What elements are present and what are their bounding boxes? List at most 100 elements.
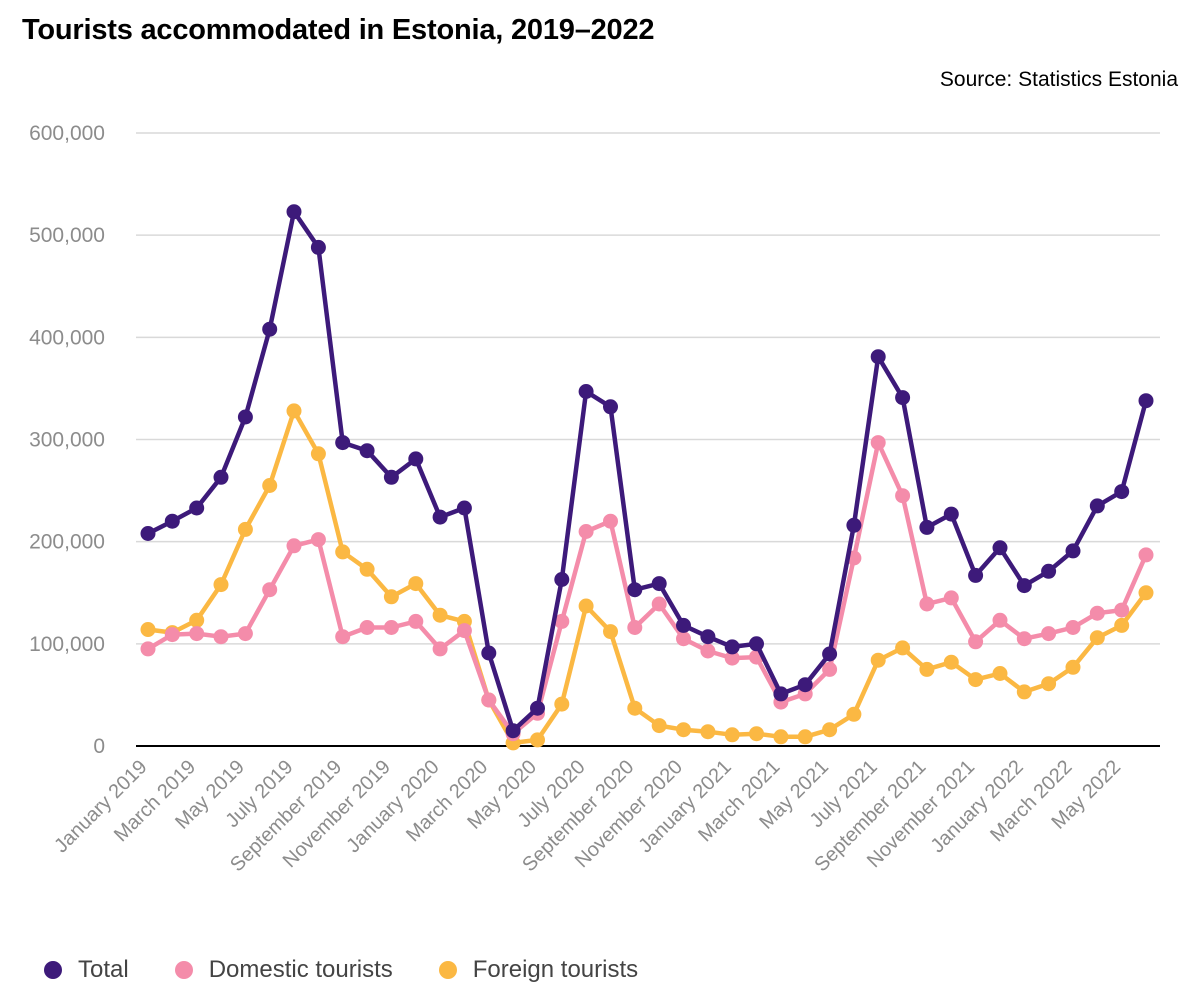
data-point[interactable] (627, 700, 643, 716)
data-point[interactable] (773, 686, 789, 702)
data-point[interactable] (286, 538, 302, 554)
data-point[interactable] (359, 561, 375, 577)
data-point[interactable] (1138, 547, 1154, 563)
data-point[interactable] (335, 629, 351, 645)
data-point[interactable] (140, 622, 156, 637)
legend-item-total[interactable]: Total (44, 956, 129, 984)
data-point[interactable] (408, 613, 424, 629)
data-point[interactable] (1016, 631, 1032, 647)
data-point[interactable] (530, 732, 545, 748)
data-point[interactable] (797, 729, 813, 745)
data-point[interactable] (603, 624, 618, 640)
data-point[interactable] (943, 654, 959, 670)
data-point[interactable] (213, 629, 229, 645)
data-point[interactable] (237, 409, 253, 425)
data-point[interactable] (1016, 578, 1032, 594)
data-point[interactable] (554, 696, 570, 712)
data-point[interactable] (1065, 543, 1081, 559)
data-point[interactable] (1065, 659, 1081, 675)
data-point[interactable] (870, 652, 886, 668)
data-point[interactable] (919, 519, 935, 535)
data-point[interactable] (895, 390, 911, 406)
data-point[interactable] (700, 629, 716, 645)
data-point[interactable] (383, 469, 399, 485)
data-point[interactable] (822, 646, 838, 662)
data-point[interactable] (1065, 620, 1081, 635)
data-point[interactable] (797, 677, 813, 693)
data-point[interactable] (481, 692, 497, 708)
data-point[interactable] (189, 500, 205, 516)
data-point[interactable] (1114, 617, 1130, 633)
data-point[interactable] (676, 722, 691, 738)
data-point[interactable] (773, 729, 789, 745)
data-point[interactable] (578, 598, 594, 614)
data-point[interactable] (846, 517, 862, 533)
data-point[interactable] (870, 435, 886, 451)
data-point[interactable] (1041, 676, 1057, 692)
data-point[interactable] (286, 403, 302, 419)
data-point[interactable] (164, 627, 180, 643)
data-point[interactable] (1041, 563, 1057, 579)
data-point[interactable] (359, 443, 375, 459)
data-point[interactable] (310, 239, 326, 255)
data-point[interactable] (1016, 684, 1032, 700)
data-point[interactable] (627, 620, 643, 635)
data-point[interactable] (1089, 498, 1105, 514)
data-point[interactable] (456, 623, 472, 639)
data-point[interactable] (456, 500, 472, 516)
data-point[interactable] (1089, 605, 1105, 621)
data-point[interactable] (189, 626, 205, 642)
data-point[interactable] (286, 204, 302, 220)
data-point[interactable] (919, 661, 935, 677)
data-point[interactable] (237, 626, 253, 642)
data-point[interactable] (505, 723, 521, 739)
data-point[interactable] (992, 666, 1008, 681)
data-point[interactable] (408, 451, 424, 467)
data-point[interactable] (262, 582, 278, 598)
data-point[interactable] (724, 639, 740, 655)
legend-item-domestic[interactable]: Domestic tourists (174, 956, 393, 984)
data-point[interactable] (140, 526, 156, 541)
data-point[interactable] (1041, 626, 1057, 642)
data-point[interactable] (189, 612, 205, 628)
data-point[interactable] (1138, 585, 1154, 601)
data-point[interactable] (627, 582, 643, 598)
data-point[interactable] (895, 488, 911, 504)
data-point[interactable] (651, 718, 667, 734)
data-point[interactable] (700, 643, 716, 659)
data-point[interactable] (968, 634, 984, 650)
data-point[interactable] (895, 640, 911, 656)
data-point[interactable] (822, 661, 838, 677)
data-point[interactable] (943, 506, 959, 522)
data-point[interactable] (335, 544, 351, 560)
data-point[interactable] (724, 727, 740, 743)
data-point[interactable] (1114, 602, 1130, 618)
data-point[interactable] (968, 672, 984, 688)
data-point[interactable] (554, 572, 570, 587)
data-point[interactable] (310, 446, 326, 462)
data-point[interactable] (310, 532, 326, 548)
data-point[interactable] (822, 722, 838, 738)
data-point[interactable] (262, 478, 278, 493)
data-point[interactable] (432, 641, 448, 657)
data-point[interactable] (676, 631, 691, 647)
data-point[interactable] (749, 726, 764, 742)
data-point[interactable] (262, 321, 278, 337)
data-point[interactable] (140, 641, 156, 657)
legend-item-foreign[interactable]: Foreign tourists (438, 956, 638, 984)
data-point[interactable] (651, 576, 667, 592)
data-point[interactable] (383, 620, 399, 635)
data-point[interactable] (359, 620, 375, 635)
data-point[interactable] (408, 576, 424, 592)
data-point[interactable] (992, 540, 1008, 556)
data-point[interactable] (335, 435, 351, 451)
data-point[interactable] (213, 577, 229, 593)
data-point[interactable] (919, 596, 935, 612)
data-point[interactable] (603, 513, 618, 529)
data-point[interactable] (700, 724, 716, 740)
data-point[interactable] (1114, 484, 1130, 500)
data-point[interactable] (554, 613, 570, 629)
data-point[interactable] (213, 469, 229, 485)
data-point[interactable] (943, 590, 959, 606)
data-point[interactable] (432, 509, 448, 525)
